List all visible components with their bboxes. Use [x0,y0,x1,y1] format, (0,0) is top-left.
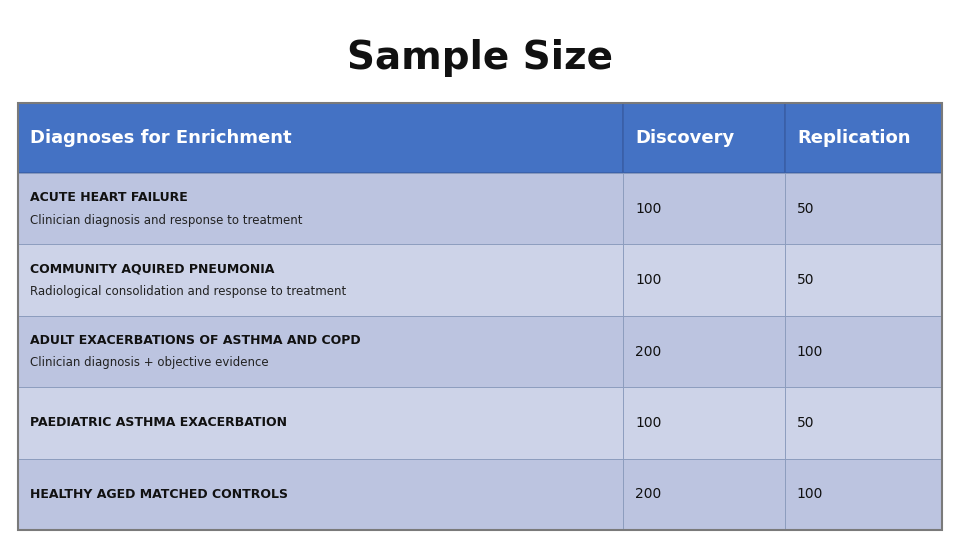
Text: 50: 50 [797,202,814,215]
Text: 100: 100 [797,487,824,501]
Bar [785,458,942,530]
Text: Clinician diagnosis and response to treatment: Clinician diagnosis and response to trea… [30,214,302,227]
Bar [785,387,942,458]
Bar [785,103,942,173]
Bar [623,245,785,316]
Bar [18,103,942,530]
Text: Sample Size: Sample Size [347,39,613,77]
Text: ACUTE HEART FAILURE: ACUTE HEART FAILURE [30,191,188,204]
Bar [18,316,623,387]
Text: Radiological consolidation and response to treatment: Radiological consolidation and response … [30,285,347,298]
Text: Diagnoses for Enrichment: Diagnoses for Enrichment [30,129,292,147]
Text: Discovery: Discovery [636,129,734,147]
Text: HEALTHY AGED MATCHED CONTROLS: HEALTHY AGED MATCHED CONTROLS [30,488,288,501]
Bar [18,245,623,316]
Bar [623,387,785,458]
Text: PAEDIATRIC ASTHMA EXACERBATION: PAEDIATRIC ASTHMA EXACERBATION [30,416,287,429]
Bar [18,173,623,245]
Bar [18,103,623,173]
Bar [623,316,785,387]
Bar [785,316,942,387]
Bar [623,103,785,173]
Bar [785,173,942,245]
Text: Clinician diagnosis + objective evidence: Clinician diagnosis + objective evidence [30,356,269,369]
Text: Replication: Replication [797,129,910,147]
Text: COMMUNITY AQUIRED PNEUMONIA: COMMUNITY AQUIRED PNEUMONIA [30,262,275,275]
Text: 50: 50 [797,416,814,430]
Text: 100: 100 [636,202,661,215]
Bar [18,387,623,458]
Text: ADULT EXACERBATIONS OF ASTHMA AND COPD: ADULT EXACERBATIONS OF ASTHMA AND COPD [30,334,361,347]
Bar [623,173,785,245]
Text: 100: 100 [797,345,824,359]
Text: 100: 100 [636,273,661,287]
Bar [18,458,623,530]
Text: 200: 200 [636,345,661,359]
Text: 100: 100 [636,416,661,430]
Bar [623,458,785,530]
Text: 50: 50 [797,273,814,287]
Bar [785,245,942,316]
Text: 200: 200 [636,487,661,501]
